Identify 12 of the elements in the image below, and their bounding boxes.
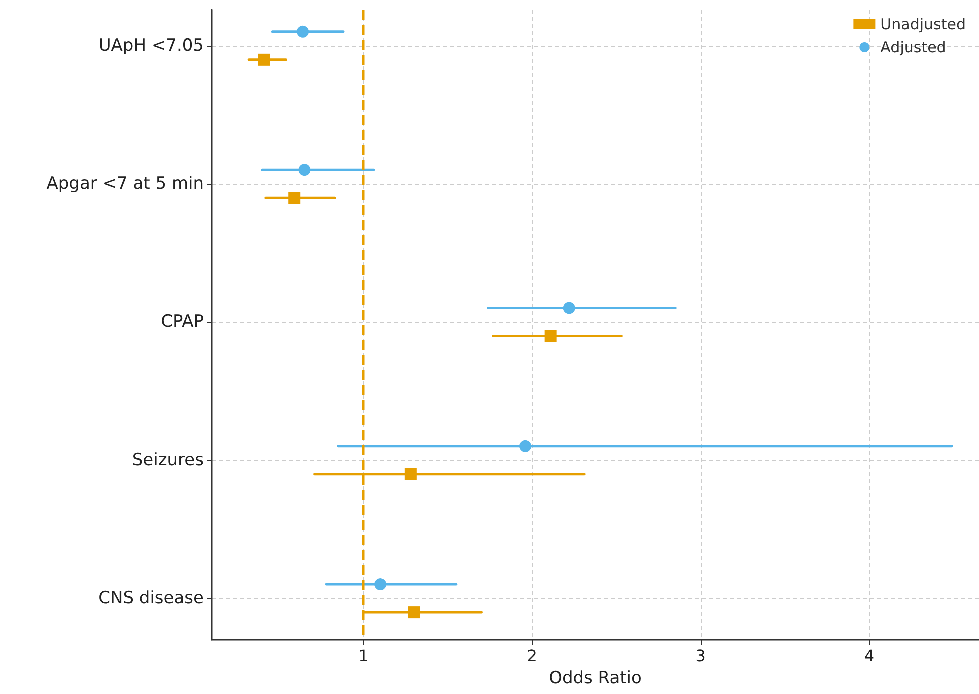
- y-tick-label: Apgar <7 at 5 min: [46, 174, 204, 194]
- legend-label: Unadjusted: [880, 16, 966, 34]
- y-tick-label: CNS disease: [98, 588, 204, 609]
- x-tick-label: 4: [864, 646, 875, 666]
- y-tick-label: CPAP: [161, 312, 204, 332]
- y-tick-label: UApH <7.05: [98, 36, 204, 56]
- x-tick-label: 2: [527, 646, 538, 666]
- x-tick-label: 1: [358, 646, 369, 666]
- x-tick-label: 3: [696, 646, 706, 666]
- legend-label: Adjusted: [880, 38, 946, 56]
- x-axis-title: Odds Ratio: [549, 668, 642, 688]
- y-tick-label: Seizures: [132, 450, 204, 470]
